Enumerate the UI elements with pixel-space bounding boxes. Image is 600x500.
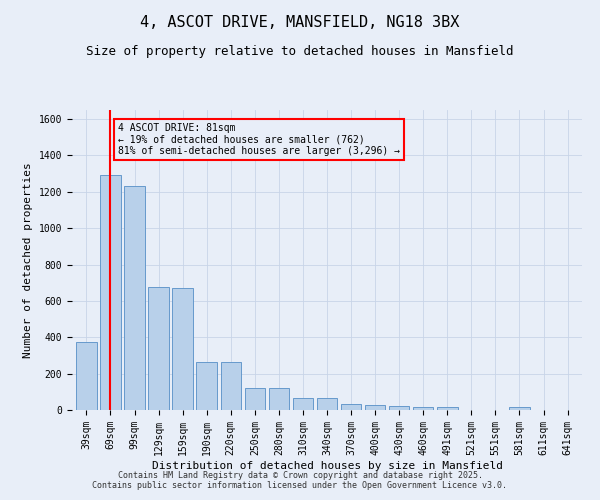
Bar — [437, 408, 458, 410]
Text: Size of property relative to detached houses in Mansfield: Size of property relative to detached ho… — [86, 45, 514, 58]
Y-axis label: Number of detached properties: Number of detached properties — [23, 162, 33, 358]
X-axis label: Distribution of detached houses by size in Mansfield: Distribution of detached houses by size … — [151, 460, 503, 470]
Bar — [509, 408, 530, 410]
Bar — [293, 398, 313, 410]
Bar — [389, 406, 409, 410]
Bar — [269, 388, 289, 410]
Bar — [172, 288, 193, 410]
Bar — [124, 186, 145, 410]
Bar — [413, 408, 433, 410]
Bar — [148, 288, 169, 410]
Text: Contains HM Land Registry data © Crown copyright and database right 2025.
Contai: Contains HM Land Registry data © Crown c… — [92, 470, 508, 490]
Bar — [365, 404, 385, 410]
Bar — [196, 362, 217, 410]
Bar — [245, 388, 265, 410]
Bar — [317, 398, 337, 410]
Text: 4, ASCOT DRIVE, MANSFIELD, NG18 3BX: 4, ASCOT DRIVE, MANSFIELD, NG18 3BX — [140, 15, 460, 30]
Bar — [221, 362, 241, 410]
Bar — [100, 176, 121, 410]
Bar — [341, 404, 361, 410]
Bar — [76, 342, 97, 410]
Text: 4 ASCOT DRIVE: 81sqm
← 19% of detached houses are smaller (762)
81% of semi-deta: 4 ASCOT DRIVE: 81sqm ← 19% of detached h… — [118, 122, 400, 156]
